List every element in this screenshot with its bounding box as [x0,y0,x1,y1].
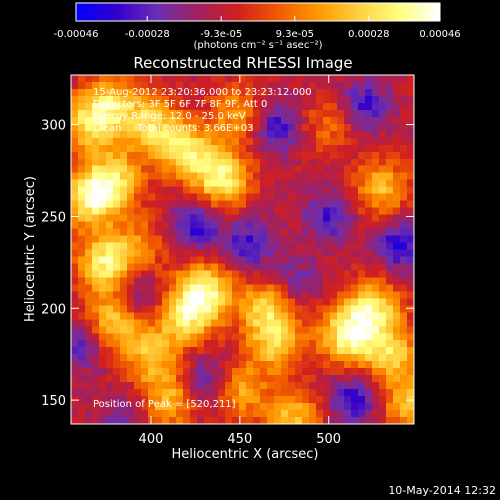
footer-date: 10-May-2014 12:32 [388,484,496,497]
plot-frame [70,74,415,425]
x-tick-label: 400 [139,432,164,447]
x-axis-label: Heliocentric X (arcsec) [172,447,319,462]
energy-annotation: Energy Range: 12.0 - 25.0 keV [93,111,246,122]
colorbar-ticks: -0.00046 -0.00028 -9.3e-05 9.3e-05 0.00028 0.… [54,16,461,40]
colorbar-tick-label: -9.3e-05 [200,29,242,40]
colorbar [75,2,441,22]
y-tick-label: 150 [41,394,66,409]
chart-title: Reconstructed RHESSI Image [133,54,352,72]
x-axis-ticks: 400 450 500 [139,75,341,447]
colorbar-tick-label: 0.00028 [348,29,389,40]
x-tick-label: 500 [316,432,341,447]
clean-annotation: Clean Total counts: 3.66E+03 [93,123,253,134]
y-tick-label: 300 [41,119,66,134]
peak-annotation: Position of Peak = [520,211] [93,399,236,410]
y-axis-label: Heliocentric Y (arcsec) [23,176,38,322]
detectors-annotation: Detectors: 3F 5F 6F 7F 8F 9F, Att 0 [93,99,267,110]
x-tick-label: 450 [227,432,252,447]
y-tick-label: 200 [41,302,66,317]
heatmap [71,75,414,424]
y-axis-ticks: 150 200 250 300 [41,119,414,409]
colorbar-tick-label: 0.00046 [419,29,460,40]
time-annotation: 15-Aug-2012 23:20:36.000 to 23:23:12.000 [93,87,312,98]
colorbar-units: (photons cm⁻² s⁻¹ asec⁻²) [193,40,322,51]
y-tick-label: 250 [41,210,66,225]
colorbar-tick-label: -0.00046 [54,29,99,40]
colorbar-tick-label: -0.00028 [125,29,170,40]
colorbar-tick-label: 9.3e-05 [276,29,314,40]
